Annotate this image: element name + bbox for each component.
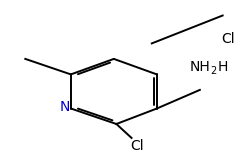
Text: H: H [216, 60, 227, 74]
Text: Cl: Cl [220, 32, 234, 46]
Text: Cl: Cl [129, 139, 143, 153]
Text: N: N [59, 100, 70, 114]
Text: 2: 2 [210, 66, 216, 75]
Text: NH: NH [189, 60, 209, 74]
